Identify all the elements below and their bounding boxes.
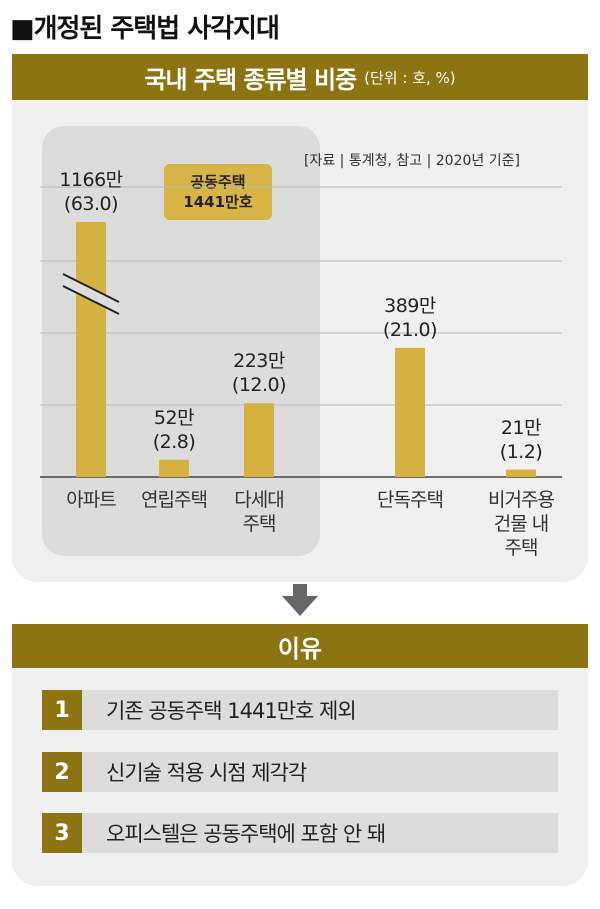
- group-badge-line-2: 1441만호: [183, 193, 253, 211]
- reason-text: 기존 공동주택 1441만호 제외: [106, 699, 357, 723]
- reason-text: 오피스텔은 공동주택에 포함 안 돼: [106, 822, 386, 846]
- x-tick-label-line: 연립주택: [141, 489, 208, 511]
- data-label: 1166만 (63.0): [46, 168, 136, 216]
- bar: [159, 459, 189, 477]
- x-tick-label-line: 주택: [504, 537, 539, 559]
- x-tick-label: 비거주용 건물 내 주택: [466, 488, 576, 560]
- data-label-percent: (12.0): [231, 374, 287, 397]
- data-label-count: 21만: [500, 416, 542, 439]
- x-tick-label: 연립주택: [119, 488, 229, 512]
- x-tick-label-line: 다세대: [234, 489, 284, 511]
- headline: ■개정된 주택법 사각지대: [10, 14, 280, 44]
- data-label-percent: (1.2): [499, 440, 543, 463]
- axis-break-mark: [62, 273, 120, 315]
- x-tick-label-line: 주택: [242, 513, 277, 535]
- reason-item: 2 신기술 적용 시점 제각각: [42, 752, 558, 792]
- x-tick-label-line: 건물 내: [493, 513, 549, 535]
- down-arrow-icon: [282, 584, 318, 616]
- data-label-count: 223만: [233, 350, 285, 373]
- bar: [506, 469, 536, 477]
- data-label-percent: (63.0): [63, 193, 119, 215]
- reasons-title: 이유: [277, 634, 323, 663]
- reason-number: 3: [42, 813, 82, 853]
- reason-item: 3 오피스텔은 공동주택에 포함 안 돼: [42, 813, 558, 853]
- chart-title-banner: 국내 주택 종류별 비중 (단위 : 호, %): [12, 54, 588, 100]
- bar: [395, 347, 425, 477]
- chart-source: [자료 | 통계청, 참고 | 2020년 기준]: [304, 153, 520, 169]
- chart-unit: (단위 : 호, %): [364, 68, 456, 87]
- x-tick-label: 다세대 주택: [204, 488, 314, 536]
- x-tick-label-line: 아파트: [66, 489, 116, 511]
- x-tick-label-line: 단독주택: [377, 489, 444, 511]
- data-label: 223만 (12.0): [214, 349, 304, 397]
- bar: [76, 222, 106, 477]
- bar: [244, 403, 274, 477]
- data-label: 52만 (2.8): [129, 406, 219, 454]
- data-label: 389만 (21.0): [365, 294, 455, 342]
- reasons-title-banner: 이유: [12, 624, 588, 668]
- reason-item: 1 기존 공동주택 1441만호 제외: [42, 690, 558, 730]
- data-label-percent: (2.8): [152, 430, 196, 453]
- data-label-count: 52만: [153, 406, 195, 429]
- reason-number: 1: [42, 690, 82, 730]
- data-label-count: 389만: [384, 294, 436, 317]
- x-tick-label: 단독주택: [355, 488, 465, 512]
- x-tick-label: 아파트: [36, 488, 146, 512]
- chart-title: 국내 주택 종류별 비중: [144, 65, 357, 94]
- data-label-count: 1166만: [59, 169, 123, 191]
- reason-number: 2: [42, 752, 82, 792]
- x-tick-label-line: 비거주용: [488, 489, 555, 511]
- data-label-percent: (21.0): [382, 318, 438, 341]
- bar-chart: [40, 186, 562, 478]
- data-label: 21만 (1.2): [476, 416, 566, 464]
- reason-text: 신기술 적용 시점 제각각: [106, 761, 307, 785]
